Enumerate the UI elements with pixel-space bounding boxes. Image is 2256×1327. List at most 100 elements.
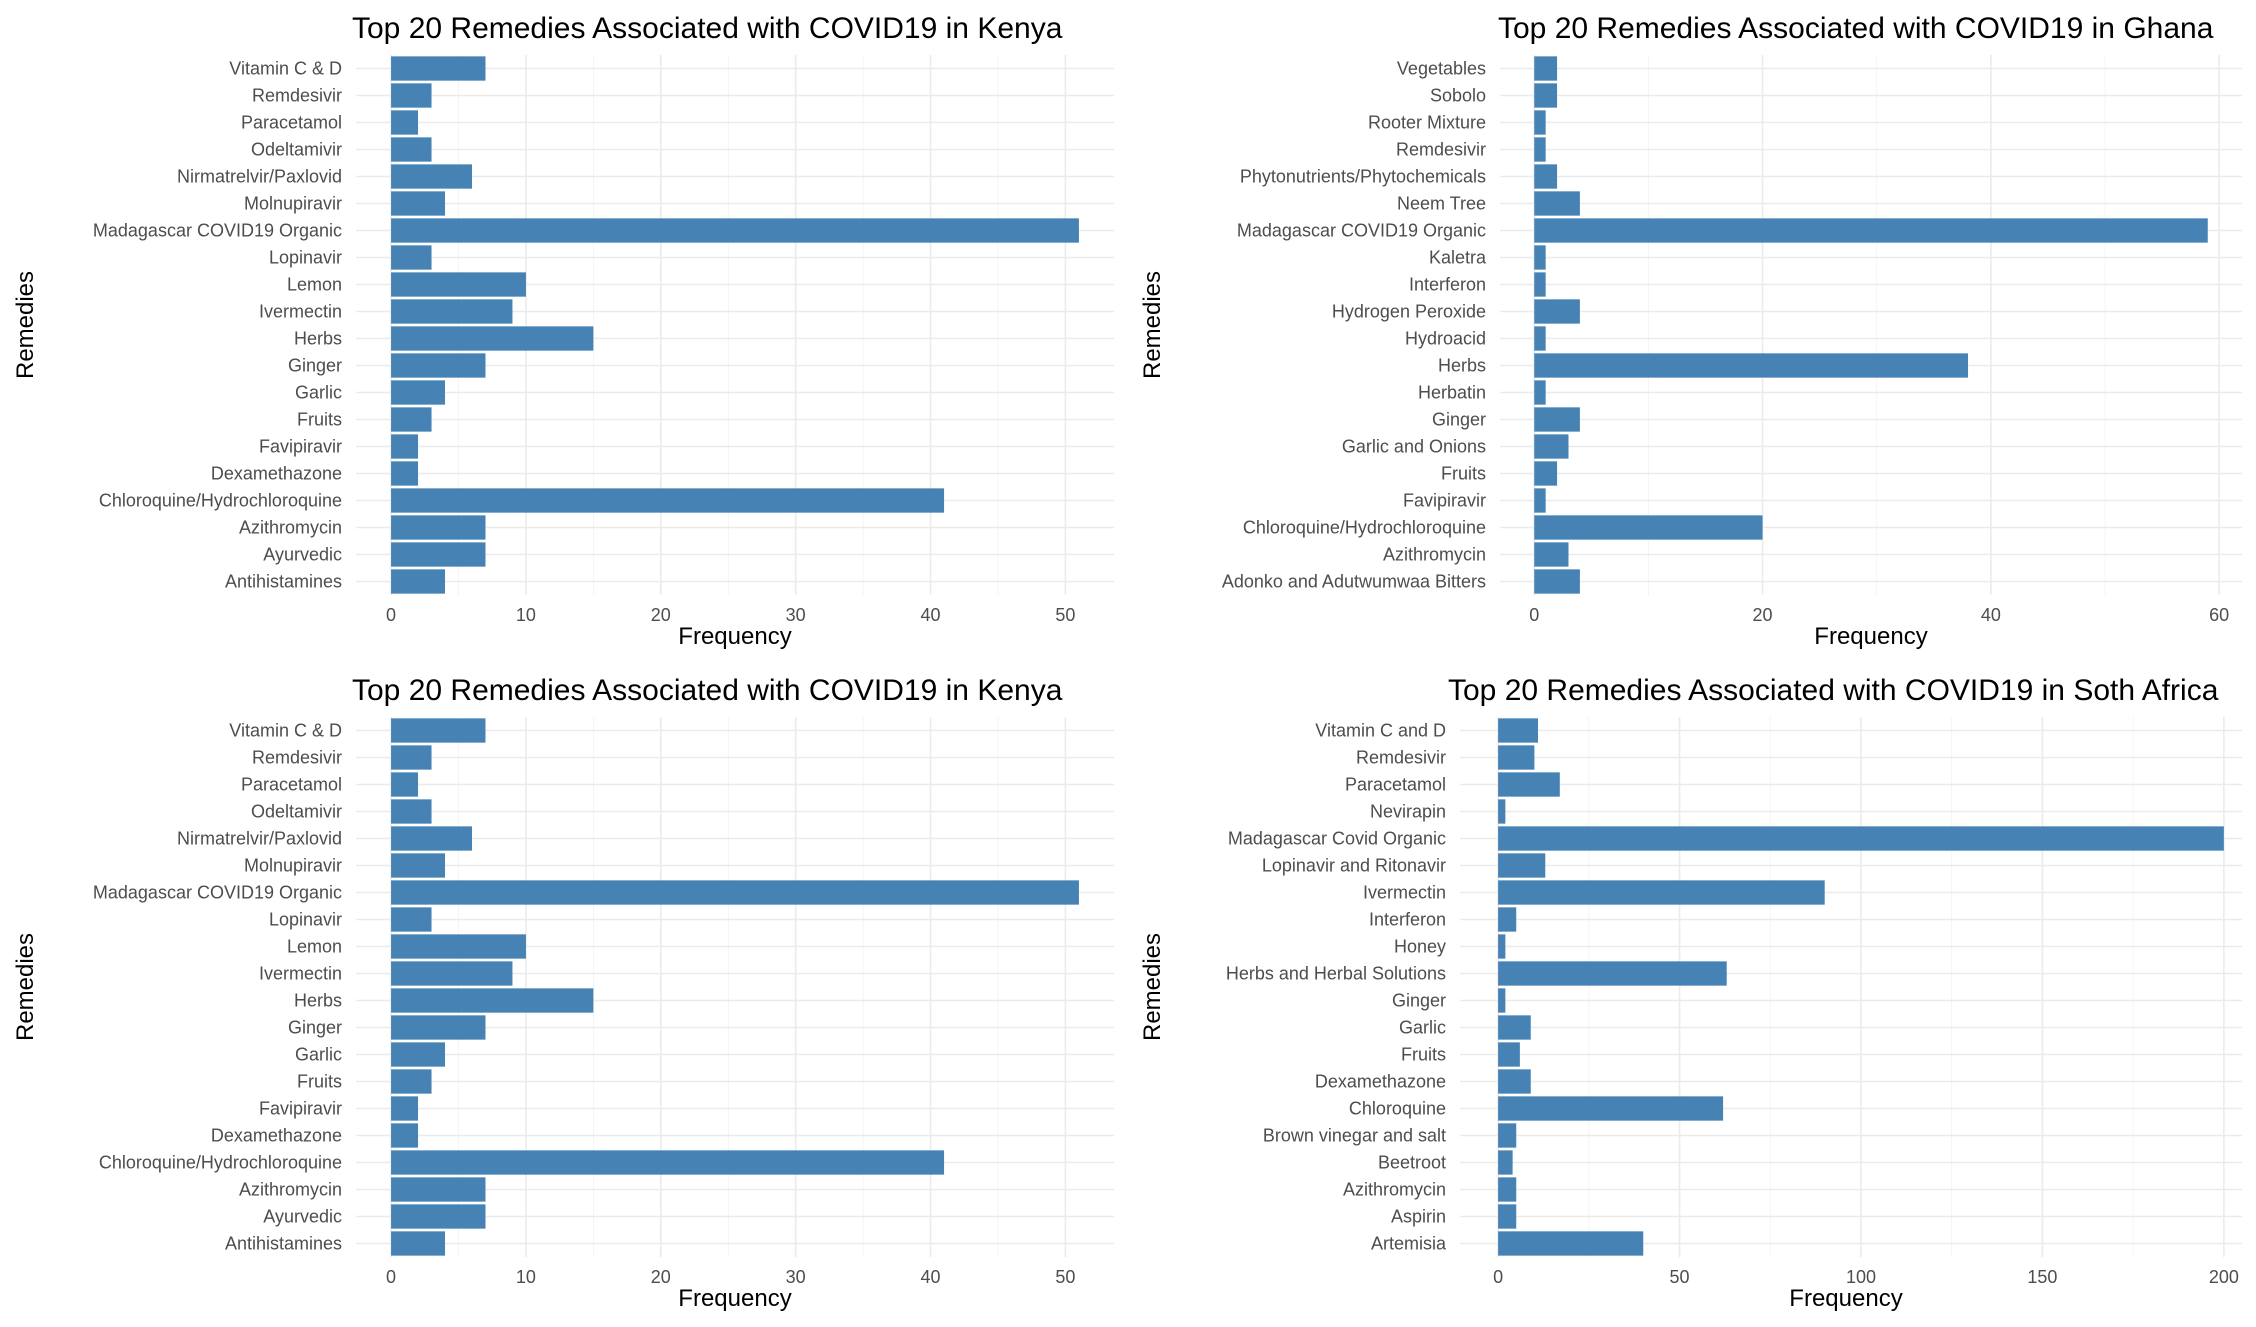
bar <box>1498 880 1825 905</box>
bar <box>1534 272 1546 297</box>
bar <box>391 515 486 540</box>
y-axis-label: Remedies <box>1139 933 1166 1041</box>
y-tick-label: Hydroacid <box>1405 329 1486 349</box>
x-tick-label: 40 <box>921 605 941 625</box>
y-tick-label: Remdesivir <box>252 86 342 106</box>
bar <box>391 299 513 324</box>
y-tick-label: Herbs and Herbal Solutions <box>1226 964 1446 984</box>
bar <box>1534 299 1580 324</box>
y-tick-label: Dexamethazone <box>211 464 342 484</box>
y-tick-label: Madagascar Covid Organic <box>1228 829 1446 849</box>
y-tick-label: Antihistamines <box>225 1234 342 1254</box>
panel-kenya-bottom: Top 20 Remedies Associated with COVID19 … <box>12 674 1114 1312</box>
y-tick-label: Molnupiravir <box>244 194 342 214</box>
y-tick-label: Ginger <box>1432 410 1486 430</box>
bar <box>391 1096 419 1121</box>
y-tick-label: Lemon <box>287 275 342 295</box>
y-tick-label: Ginger <box>288 356 342 376</box>
bar <box>1498 1150 1513 1175</box>
bar <box>391 461 419 486</box>
y-tick-label: Interferon <box>1409 275 1486 295</box>
bar <box>1498 934 1506 959</box>
x-tick-label: 10 <box>516 605 536 625</box>
bar <box>1534 164 1558 189</box>
y-tick-label: Molnupiravir <box>244 856 342 876</box>
y-tick-label: Madagascar COVID19 Organic <box>93 883 342 903</box>
bar <box>391 164 472 189</box>
bar <box>391 407 432 432</box>
bar <box>391 434 419 459</box>
bar <box>391 272 526 297</box>
y-tick-label: Paracetamol <box>1345 775 1446 795</box>
y-tick-label: Dexamethazone <box>211 1126 342 1146</box>
bar <box>1498 799 1506 824</box>
y-tick-label: Nirmatrelvir/Paxlovid <box>177 167 342 187</box>
bars <box>1534 56 2208 594</box>
bar <box>1498 772 1560 797</box>
x-tick-label: 0 <box>1493 1267 1503 1287</box>
bar <box>1498 1123 1517 1148</box>
y-tick-label: Rooter Mixture <box>1368 113 1486 133</box>
bar <box>391 907 432 932</box>
bar <box>391 137 432 162</box>
y-tick-label: Ayurvedic <box>263 1207 342 1227</box>
y-tick-label: Honey <box>1394 937 1446 957</box>
y-axis-label: Remedies <box>1139 271 1166 379</box>
y-tick-label: Odeltamivir <box>251 802 342 822</box>
y-tick-label: Kaletra <box>1429 248 1487 268</box>
bar <box>391 988 594 1013</box>
bar <box>1498 988 1506 1013</box>
bar <box>1498 718 1539 743</box>
x-tick-label: 50 <box>1670 1267 1690 1287</box>
chart-title: Top 20 Remedies Associated with COVID19 … <box>352 12 1063 45</box>
bar <box>391 1015 486 1040</box>
y-tick-label: Vitamin C and D <box>1315 721 1446 741</box>
y-tick-label: Azithromycin <box>239 1180 342 1200</box>
bar <box>1534 380 1546 405</box>
bar <box>1534 407 1580 432</box>
x-tick-label: 20 <box>651 1267 671 1287</box>
bar <box>391 326 594 351</box>
y-tick-label: Dexamethazone <box>1315 1072 1446 1092</box>
y-tick-label: Fruits <box>1401 1045 1446 1065</box>
x-axis-label: Frequency <box>678 623 791 650</box>
bars <box>391 718 1079 1256</box>
bar <box>1534 434 1569 459</box>
y-tick-label: Aspirin <box>1391 1207 1446 1227</box>
x-tick-label: 50 <box>1055 1267 1075 1287</box>
x-tick-label: 200 <box>2209 1267 2239 1287</box>
y-tick-label: Ginger <box>288 1018 342 1038</box>
bar <box>1534 488 1546 513</box>
y-tick-label: Madagascar COVID19 Organic <box>93 221 342 241</box>
panel-south-africa: Top 20 Remedies Associated with COVID19 … <box>1139 674 2242 1312</box>
bar <box>391 961 513 986</box>
y-tick-label: Azithromycin <box>1383 545 1486 565</box>
bar <box>391 569 446 594</box>
bar <box>391 1042 446 1067</box>
y-tick-label: Madagascar COVID19 Organic <box>1237 221 1486 241</box>
bar <box>1534 515 1763 540</box>
x-tick-label: 30 <box>786 1267 806 1287</box>
bar <box>1534 542 1569 567</box>
y-axis-label: Remedies <box>12 933 39 1041</box>
bar <box>1498 745 1535 770</box>
bar <box>391 1204 486 1229</box>
y-tick-label: Herbatin <box>1418 383 1486 403</box>
bar <box>1498 1042 1520 1067</box>
bar <box>391 488 945 513</box>
bar <box>391 56 486 81</box>
bar <box>391 110 419 135</box>
x-axis-label: Frequency <box>1789 1285 1902 1312</box>
bar <box>391 353 486 378</box>
y-tick-label: Azithromycin <box>1343 1180 1446 1200</box>
bar <box>1498 1204 1517 1229</box>
y-tick-label: Garlic <box>295 383 342 403</box>
bar <box>391 772 419 797</box>
y-tick-label: Artemisia <box>1371 1234 1447 1254</box>
y-tick-label: Antihistamines <box>225 572 342 592</box>
panel-kenya-top: Top 20 Remedies Associated with COVID19 … <box>12 12 1114 650</box>
y-tick-label: Chloroquine <box>1349 1099 1446 1119</box>
chart-title: Top 20 Remedies Associated with COVID19 … <box>352 674 1063 707</box>
bar <box>391 218 1079 243</box>
bar <box>391 542 486 567</box>
